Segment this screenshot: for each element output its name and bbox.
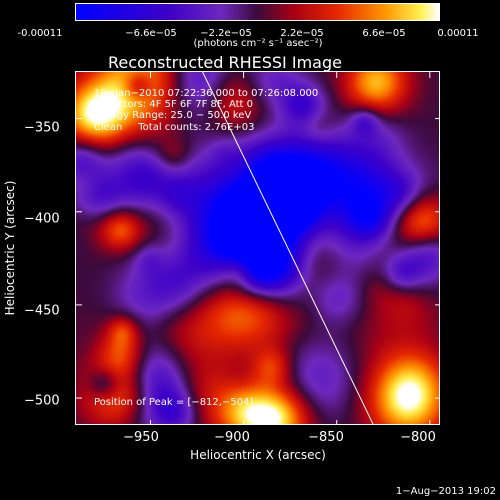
heatmap-image xyxy=(76,72,439,424)
colorbar-tick-label: -0.00011 xyxy=(17,28,63,39)
plot-area: 19−Jan−2010 07:22:36.000 to 07:26:08.000… xyxy=(75,71,440,425)
colorbar xyxy=(75,3,440,21)
x-axis-label: Heliocentric X (arcsec) xyxy=(190,448,326,462)
x-tick-label: −800 xyxy=(400,430,436,445)
y-axis-label: Heliocentric Y (arcsec) xyxy=(3,180,17,316)
colorbar-tick-label: 0.00011 xyxy=(437,28,479,39)
colorbar-tick-label: −6.6e−05 xyxy=(125,28,177,39)
solar-limb-line xyxy=(202,72,374,424)
chart-title: Reconstructed RHESSI Image xyxy=(108,53,342,72)
annotation-clean: Clean Total counts: 2.76E+03 xyxy=(94,122,255,133)
colorbar-tick-label: −2.2e−05 xyxy=(200,28,252,39)
x-tick-label: −850 xyxy=(308,430,344,445)
x-tick-label: −900 xyxy=(214,430,250,445)
colorbar-units: (photons cm⁻² s⁻¹ asec⁻²) xyxy=(193,38,323,49)
timestamp-footer: 1−Aug−2013 19:02 xyxy=(395,486,496,497)
colorbar-tick-label: 6.6e−05 xyxy=(362,28,406,39)
plot-overlay xyxy=(76,72,439,424)
y-tick-label: −450 xyxy=(24,303,60,319)
x-tick-label: −950 xyxy=(123,430,159,445)
y-tick-label: −400 xyxy=(24,211,60,227)
y-tick-label: −350 xyxy=(24,120,60,136)
annotation-time: 19−Jan−2010 07:22:36.000 to 07:26:08.000 xyxy=(94,88,319,99)
annotation-detectors: Detectors: 4F 5F 6F 7F 8F, Att 0 xyxy=(94,99,254,110)
y-tick-label: −500 xyxy=(24,393,60,409)
colorbar-tick-label: 2.2e−05 xyxy=(280,28,324,39)
annotation-energy: Energy Range: 25.0 − 50.0 keV xyxy=(94,110,252,121)
annotation-peak: Position of Peak = [−812,−504] xyxy=(94,397,254,408)
